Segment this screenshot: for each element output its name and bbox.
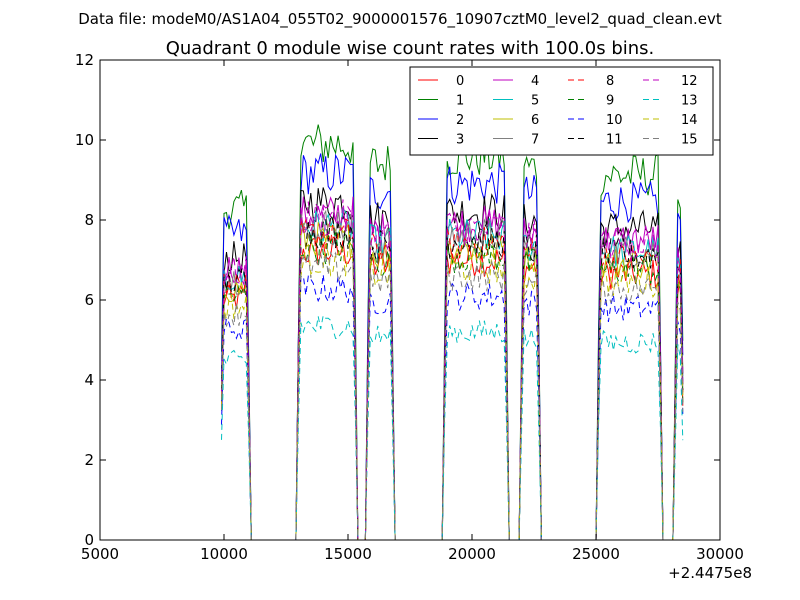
chart-title: Quadrant 0 module wise count rates with … [166, 38, 655, 59]
series-line-9 [221, 231, 684, 541]
y-tick-label: 4 [84, 371, 94, 389]
series-layer [221, 124, 684, 541]
legend-label-13: 13 [681, 94, 698, 109]
legend-label-0: 0 [456, 74, 464, 89]
y-tick-label: 8 [84, 211, 94, 229]
legend-label-14: 14 [681, 113, 698, 128]
legend-label-12: 12 [681, 74, 698, 89]
legend-label-8: 8 [606, 74, 614, 89]
legend-label-5: 5 [531, 94, 539, 109]
legend-label-9: 9 [606, 94, 614, 109]
legend-label-10: 10 [606, 113, 623, 128]
series-line-15 [221, 251, 684, 541]
legend-label-3: 3 [456, 133, 464, 148]
x-tick-label: 25000 [572, 545, 620, 563]
x-offset-label: +2.4475e8 [668, 564, 752, 582]
legend-label-1: 1 [456, 94, 464, 109]
y-tick-label: 2 [84, 451, 94, 469]
legend-label-6: 6 [531, 113, 539, 128]
y-tick-label: 0 [84, 531, 94, 549]
series-line-11 [221, 214, 684, 541]
legend-label-4: 4 [531, 74, 539, 89]
series-line-13 [221, 314, 684, 541]
series-line-1 [221, 124, 684, 541]
x-tick-label: 30000 [696, 545, 744, 563]
x-tick-label: 20000 [448, 545, 496, 563]
x-tick-label: 15000 [324, 545, 372, 563]
legend-label-11: 11 [606, 133, 623, 148]
x-tick-label: 10000 [200, 545, 248, 563]
x-tick-label: 5000 [81, 545, 119, 563]
chart-suptitle: Data file: modeM0/AS1A04_055T02_90000015… [78, 10, 722, 29]
legend-label-15: 15 [681, 133, 698, 148]
y-tick-label: 12 [75, 51, 94, 69]
series-line-10 [221, 274, 684, 541]
legend-frame [409, 66, 714, 156]
legend-label-2: 2 [456, 113, 464, 128]
series-line-4 [221, 196, 684, 541]
series-line-12 [221, 199, 684, 541]
series-line-0 [221, 236, 684, 541]
y-tick-label: 6 [84, 291, 94, 309]
legend-label-7: 7 [531, 133, 539, 148]
y-tick-label: 10 [75, 131, 94, 149]
